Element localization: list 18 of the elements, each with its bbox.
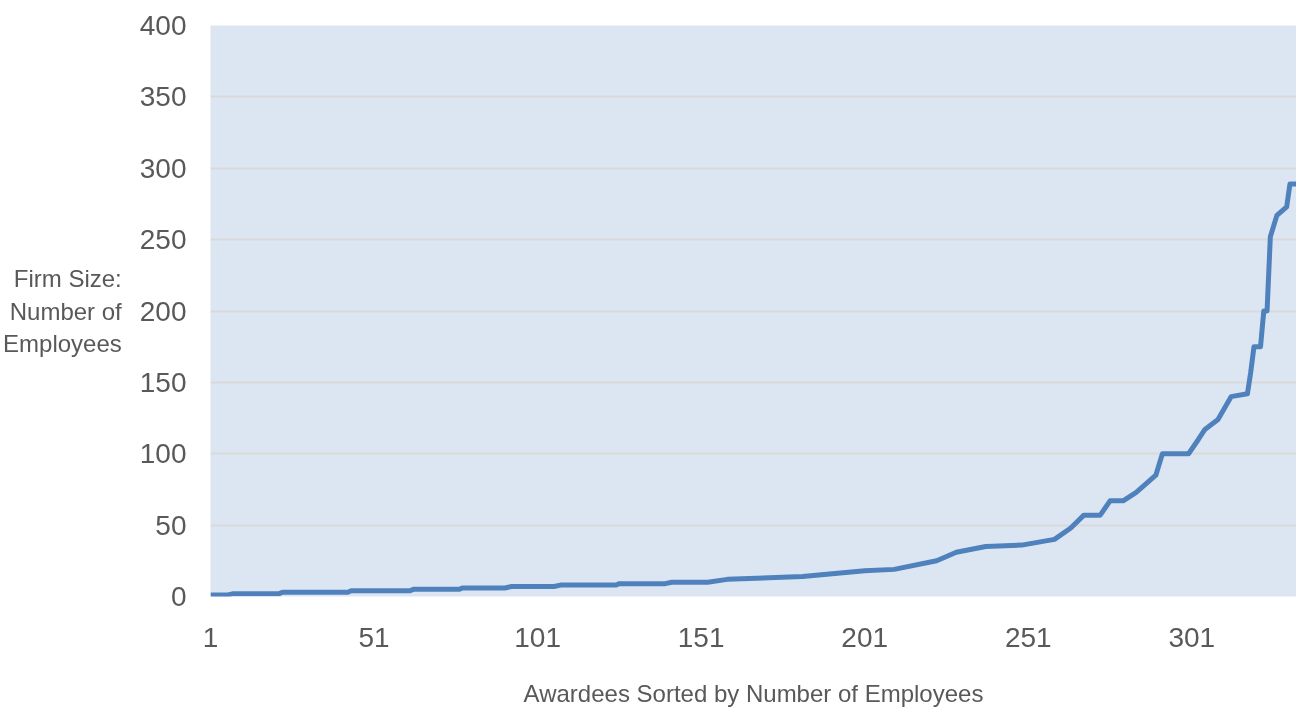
y-tick-label: 300 [139, 152, 187, 184]
x-tick-label: 201 [841, 621, 889, 653]
x-tick-label: 251 [1004, 621, 1052, 653]
y-tick-label: 350 [139, 81, 187, 113]
x-tick-label: 151 [677, 621, 725, 653]
y-tick-label: 150 [139, 366, 187, 398]
x-tick-label: 301 [1168, 621, 1216, 653]
y-tick-label: 400 [139, 10, 187, 41]
y-axis-title: Firm Size: Number of Employees [3, 265, 123, 357]
y-tick-label: 50 [155, 509, 187, 541]
y-tick-label: 200 [139, 295, 187, 327]
x-tick-label: 51 [358, 621, 390, 653]
y-tick-label: 0 [170, 581, 187, 612]
x-tick-label: 101 [514, 621, 561, 653]
x-axis-title: Awardees Sorted by Number of Employees [523, 679, 984, 707]
x-tick-label: 1 [202, 621, 219, 653]
y-tick-label: 100 [139, 438, 187, 470]
y-tick-label: 250 [139, 224, 187, 256]
